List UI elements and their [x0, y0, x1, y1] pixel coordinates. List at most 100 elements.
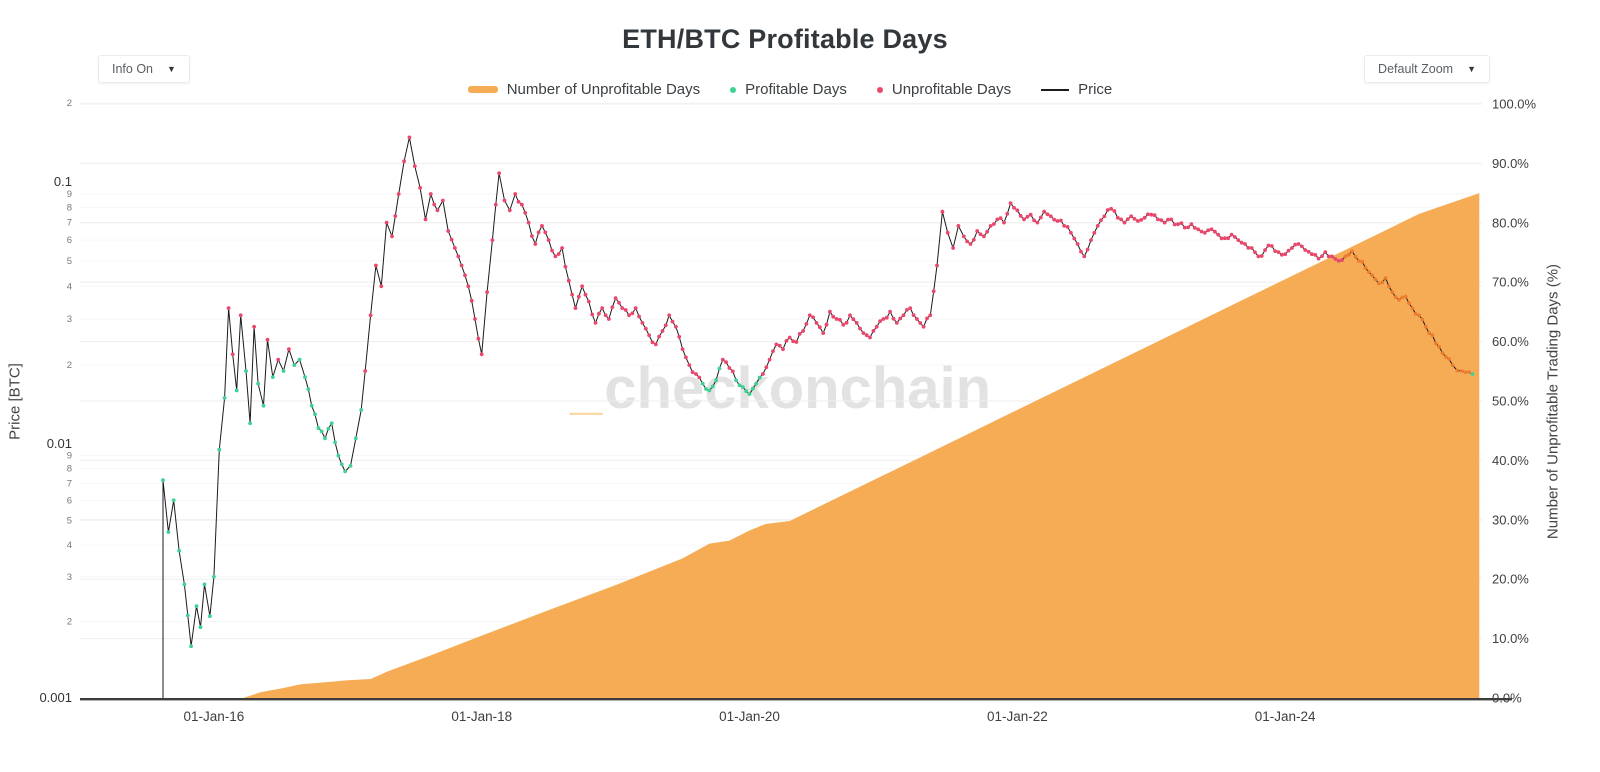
- day-marker: [516, 199, 521, 204]
- day-marker: [1192, 226, 1197, 230]
- day-marker: [261, 403, 266, 408]
- day-marker: [1002, 220, 1006, 225]
- day-marker: [597, 311, 601, 316]
- day-marker: [874, 324, 879, 329]
- day-marker: [161, 478, 165, 483]
- unprofitable-days-area[interactable]: [163, 193, 1480, 698]
- day-marker: [1249, 246, 1254, 250]
- day-marker: [784, 339, 789, 343]
- day-marker: [1470, 372, 1475, 376]
- line-swatch-icon: [1041, 88, 1070, 91]
- day-marker: [1433, 341, 1438, 346]
- day-marker: [1233, 235, 1237, 239]
- day-marker: [1383, 276, 1388, 280]
- day-marker: [774, 342, 779, 347]
- day-marker: [476, 336, 481, 341]
- day-marker: [456, 254, 461, 259]
- day-marker: [935, 263, 939, 268]
- day-marker: [791, 339, 795, 344]
- day-marker: [1380, 280, 1385, 285]
- day-marker: [1413, 312, 1418, 316]
- day-marker: [663, 323, 668, 328]
- day-marker: [1356, 259, 1361, 263]
- day-marker: [600, 306, 605, 310]
- day-marker: [513, 192, 518, 196]
- legend-item-price[interactable]: Price: [1041, 81, 1112, 98]
- day-marker: [198, 625, 203, 630]
- day-marker: [1206, 228, 1211, 233]
- tick-label: 01-Jan-16: [184, 709, 245, 724]
- day-marker: [653, 342, 658, 347]
- day-marker: [1447, 357, 1452, 361]
- day-marker: [1397, 297, 1401, 302]
- day-marker: [463, 273, 467, 278]
- day-marker: [252, 324, 256, 329]
- day-marker: [343, 469, 347, 474]
- day-marker: [1273, 249, 1277, 254]
- day-marker: [316, 426, 321, 430]
- day-marker: [640, 321, 645, 325]
- day-marker: [1132, 217, 1137, 221]
- day-marker: [1085, 247, 1090, 252]
- day-marker: [1463, 370, 1468, 375]
- day-marker: [384, 220, 389, 225]
- tick-label: 7: [67, 478, 72, 489]
- day-marker: [757, 375, 762, 380]
- day-marker: [507, 208, 512, 213]
- day-marker: [556, 252, 561, 256]
- day-marker: [1333, 257, 1338, 261]
- day-marker: [1400, 295, 1405, 300]
- day-marker: [690, 370, 695, 375]
- legend-label: Profitable Days: [745, 81, 847, 98]
- day-marker: [1189, 222, 1194, 227]
- day-marker: [1300, 244, 1304, 249]
- day-marker: [1079, 249, 1083, 254]
- info-dropdown[interactable]: Info On ▼: [98, 55, 190, 83]
- day-marker: [453, 246, 457, 250]
- day-marker: [1069, 230, 1073, 235]
- day-marker: [428, 192, 433, 196]
- legend-item-profitable-days[interactable]: Profitable Days: [730, 81, 847, 98]
- day-marker: [208, 614, 212, 619]
- day-marker: [1095, 224, 1100, 228]
- day-marker: [1102, 214, 1107, 219]
- day-marker: [687, 363, 692, 367]
- day-marker: [1407, 301, 1411, 306]
- legend-item-unprofitable-days[interactable]: Unprofitable Days: [876, 81, 1012, 98]
- zoom-dropdown[interactable]: Default Zoom ▼: [1364, 55, 1490, 83]
- day-marker: [1430, 333, 1435, 338]
- day-marker: [1229, 232, 1234, 237]
- day-marker: [697, 375, 702, 380]
- day-marker: [270, 375, 275, 379]
- day-marker: [1350, 249, 1354, 254]
- day-marker: [1256, 254, 1261, 259]
- day-marker: [1403, 294, 1408, 299]
- day-marker: [432, 202, 437, 207]
- day-marker: [777, 343, 782, 348]
- legend-item-unprofitable-days-count[interactable]: Number of Unprofitable Days: [467, 81, 700, 98]
- day-marker: [276, 357, 281, 362]
- day-marker: [1142, 215, 1147, 220]
- tick-label: 8: [67, 202, 72, 213]
- legend-label: Unprofitable Days: [891, 81, 1012, 98]
- day-marker: [720, 357, 725, 362]
- day-marker: [1363, 266, 1368, 270]
- day-marker: [1035, 220, 1040, 225]
- day-marker: [630, 311, 635, 316]
- tick-label: 0.001: [39, 690, 72, 705]
- day-marker: [1410, 306, 1415, 310]
- day-marker: [1326, 254, 1331, 259]
- day-marker: [1156, 217, 1160, 222]
- day-marker: [185, 613, 190, 618]
- day-marker: [1012, 205, 1016, 210]
- right-axis-title: Number of Unprofitable Trading Days (%): [1544, 263, 1562, 540]
- day-marker: [700, 381, 705, 386]
- day-marker: [988, 224, 993, 228]
- tick-label: 3: [67, 314, 72, 325]
- day-marker: [717, 366, 722, 371]
- day-marker: [838, 317, 842, 322]
- day-marker: [1269, 244, 1274, 248]
- day-marker: [393, 214, 398, 218]
- checkonchain-watermark: _checkonchain: [570, 360, 991, 418]
